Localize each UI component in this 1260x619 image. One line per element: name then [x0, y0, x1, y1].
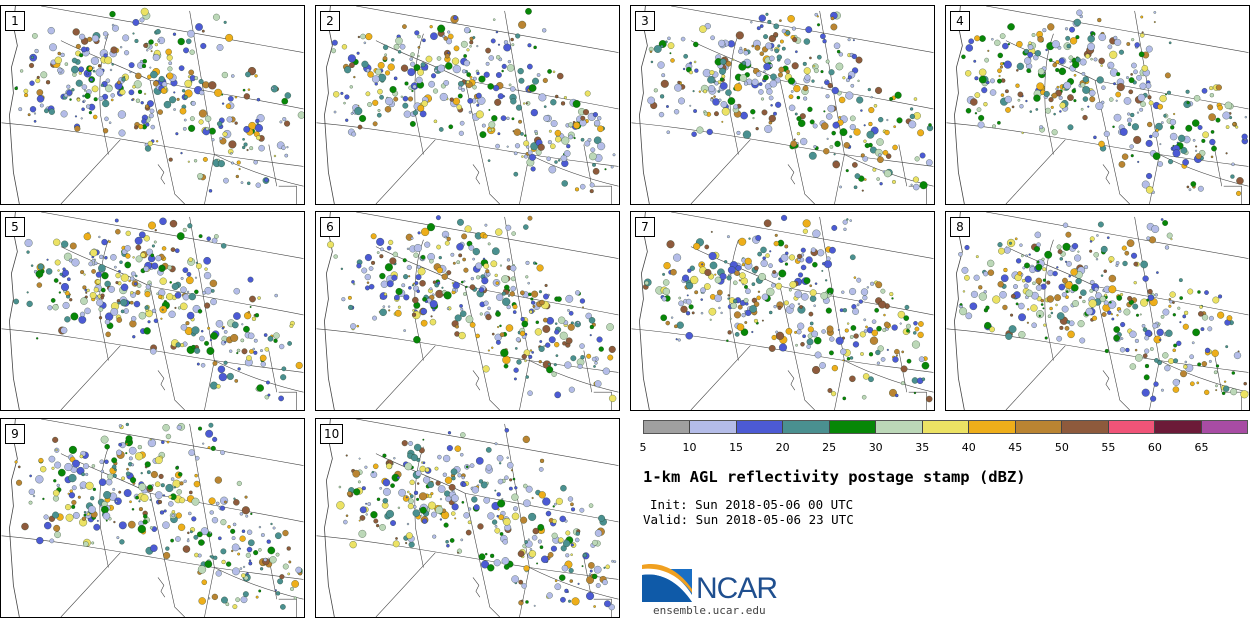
reflectivity-echoes — [647, 11, 934, 192]
state-borders — [316, 6, 619, 204]
reflectivity-map — [631, 6, 934, 204]
ncar-logo: NCAR ensemble.ucar.edu — [642, 561, 802, 619]
colorbar-swatch — [876, 421, 923, 433]
stamp-panel: 4 — [945, 5, 1250, 205]
stamp-panel: 1 — [0, 5, 305, 205]
colorbar-tick-label: 50 — [1054, 441, 1069, 454]
colorbar-tick-label: 25 — [822, 441, 837, 454]
panel-number: 3 — [635, 11, 655, 31]
colorbar-swatch — [1155, 421, 1202, 433]
reflectivity-echoes — [13, 217, 303, 402]
stamp-panel: 8 — [945, 211, 1250, 411]
colorbar-swatch — [644, 421, 691, 433]
stamp-panel: 5 — [0, 211, 305, 411]
stamp-panel: 3 — [630, 5, 935, 205]
panel-number: 5 — [5, 217, 25, 237]
colorbar-tick-label: 30 — [868, 441, 883, 454]
panel-number: 10 — [320, 424, 344, 444]
plot-title: 1-km AGL reflectivity postage stamp (dBZ… — [643, 468, 1026, 486]
panel-number: 6 — [320, 217, 340, 237]
colorbar-tick-label: 5 — [639, 441, 647, 454]
reflectivity-echoes — [958, 218, 1249, 402]
colorbar-tick-label: 35 — [915, 441, 930, 454]
reflectivity-echoes — [642, 214, 933, 403]
state-borders — [946, 6, 1249, 204]
reflectivity-colorbar: 5 10 15 20 25 30 35 40 45 50 55 60 65 — [639, 420, 1248, 456]
stamp-panel: 2 — [315, 5, 620, 205]
colorbar-tick-label: 10 — [682, 441, 697, 454]
colorbar-swatch — [1201, 421, 1248, 433]
reflectivity-echoes — [331, 8, 616, 194]
reflectivity-echoes — [961, 9, 1249, 196]
colorbar-tick-label: 55 — [1101, 441, 1116, 454]
stamp-panel: 10 — [315, 418, 620, 618]
reflectivity-echoes — [14, 7, 304, 193]
colorbar-tick-label: 65 — [1194, 441, 1209, 454]
panel-number: 7 — [635, 217, 655, 237]
website-url: ensemble.ucar.edu — [653, 604, 766, 617]
reflectivity-map — [316, 212, 619, 410]
colorbar-swatch — [690, 421, 737, 433]
colorbar-swatch — [829, 421, 877, 433]
colorbar-swatch — [1015, 421, 1063, 433]
stamp-panel: 9 — [0, 418, 305, 618]
state-borders — [1, 212, 304, 410]
reflectivity-map — [946, 6, 1249, 204]
colorbar-tick-label: 20 — [775, 441, 790, 454]
reflectivity-map — [316, 419, 619, 617]
colorbar-tick-label: 40 — [961, 441, 976, 454]
colorbar-swatch — [1108, 421, 1156, 433]
valid-time: Valid: Sun 2018-05-06 23 UTC — [643, 512, 854, 527]
reflectivity-map — [1, 6, 304, 204]
reflectivity-echoes — [336, 428, 617, 611]
reflectivity-map — [316, 6, 619, 204]
panel-number: 2 — [320, 11, 340, 31]
reflectivity-echoes — [327, 215, 617, 403]
panel-number: 4 — [950, 11, 970, 31]
stamp-panel: 7 — [630, 211, 935, 411]
colorbar-swatch — [922, 421, 970, 433]
reflectivity-map — [631, 212, 934, 410]
panel-number: 9 — [5, 424, 25, 444]
reflectivity-map — [1, 212, 304, 410]
colorbar-tick-label: 15 — [729, 441, 744, 454]
ncar-logo-icon — [642, 564, 692, 602]
colorbar-swatches — [643, 420, 1248, 434]
logo-wordmark: NCAR — [696, 572, 778, 605]
colorbar-swatch — [783, 421, 830, 433]
stamp-panel: 6 — [315, 211, 620, 411]
reflectivity-map — [1, 419, 304, 617]
reflectivity-map — [946, 212, 1249, 410]
colorbar-tick-label: 60 — [1147, 441, 1162, 454]
colorbar-swatch — [736, 421, 784, 433]
state-borders — [1, 419, 304, 617]
colorbar-swatch — [969, 421, 1016, 433]
colorbar-tick-label: 45 — [1008, 441, 1023, 454]
panel-number: 8 — [950, 217, 970, 237]
panel-number: 1 — [5, 11, 25, 31]
state-borders — [946, 212, 1249, 410]
reflectivity-echoes — [14, 422, 303, 610]
colorbar-swatch — [1062, 421, 1109, 433]
init-time: Init: Sun 2018-05-06 00 UTC — [650, 497, 854, 512]
